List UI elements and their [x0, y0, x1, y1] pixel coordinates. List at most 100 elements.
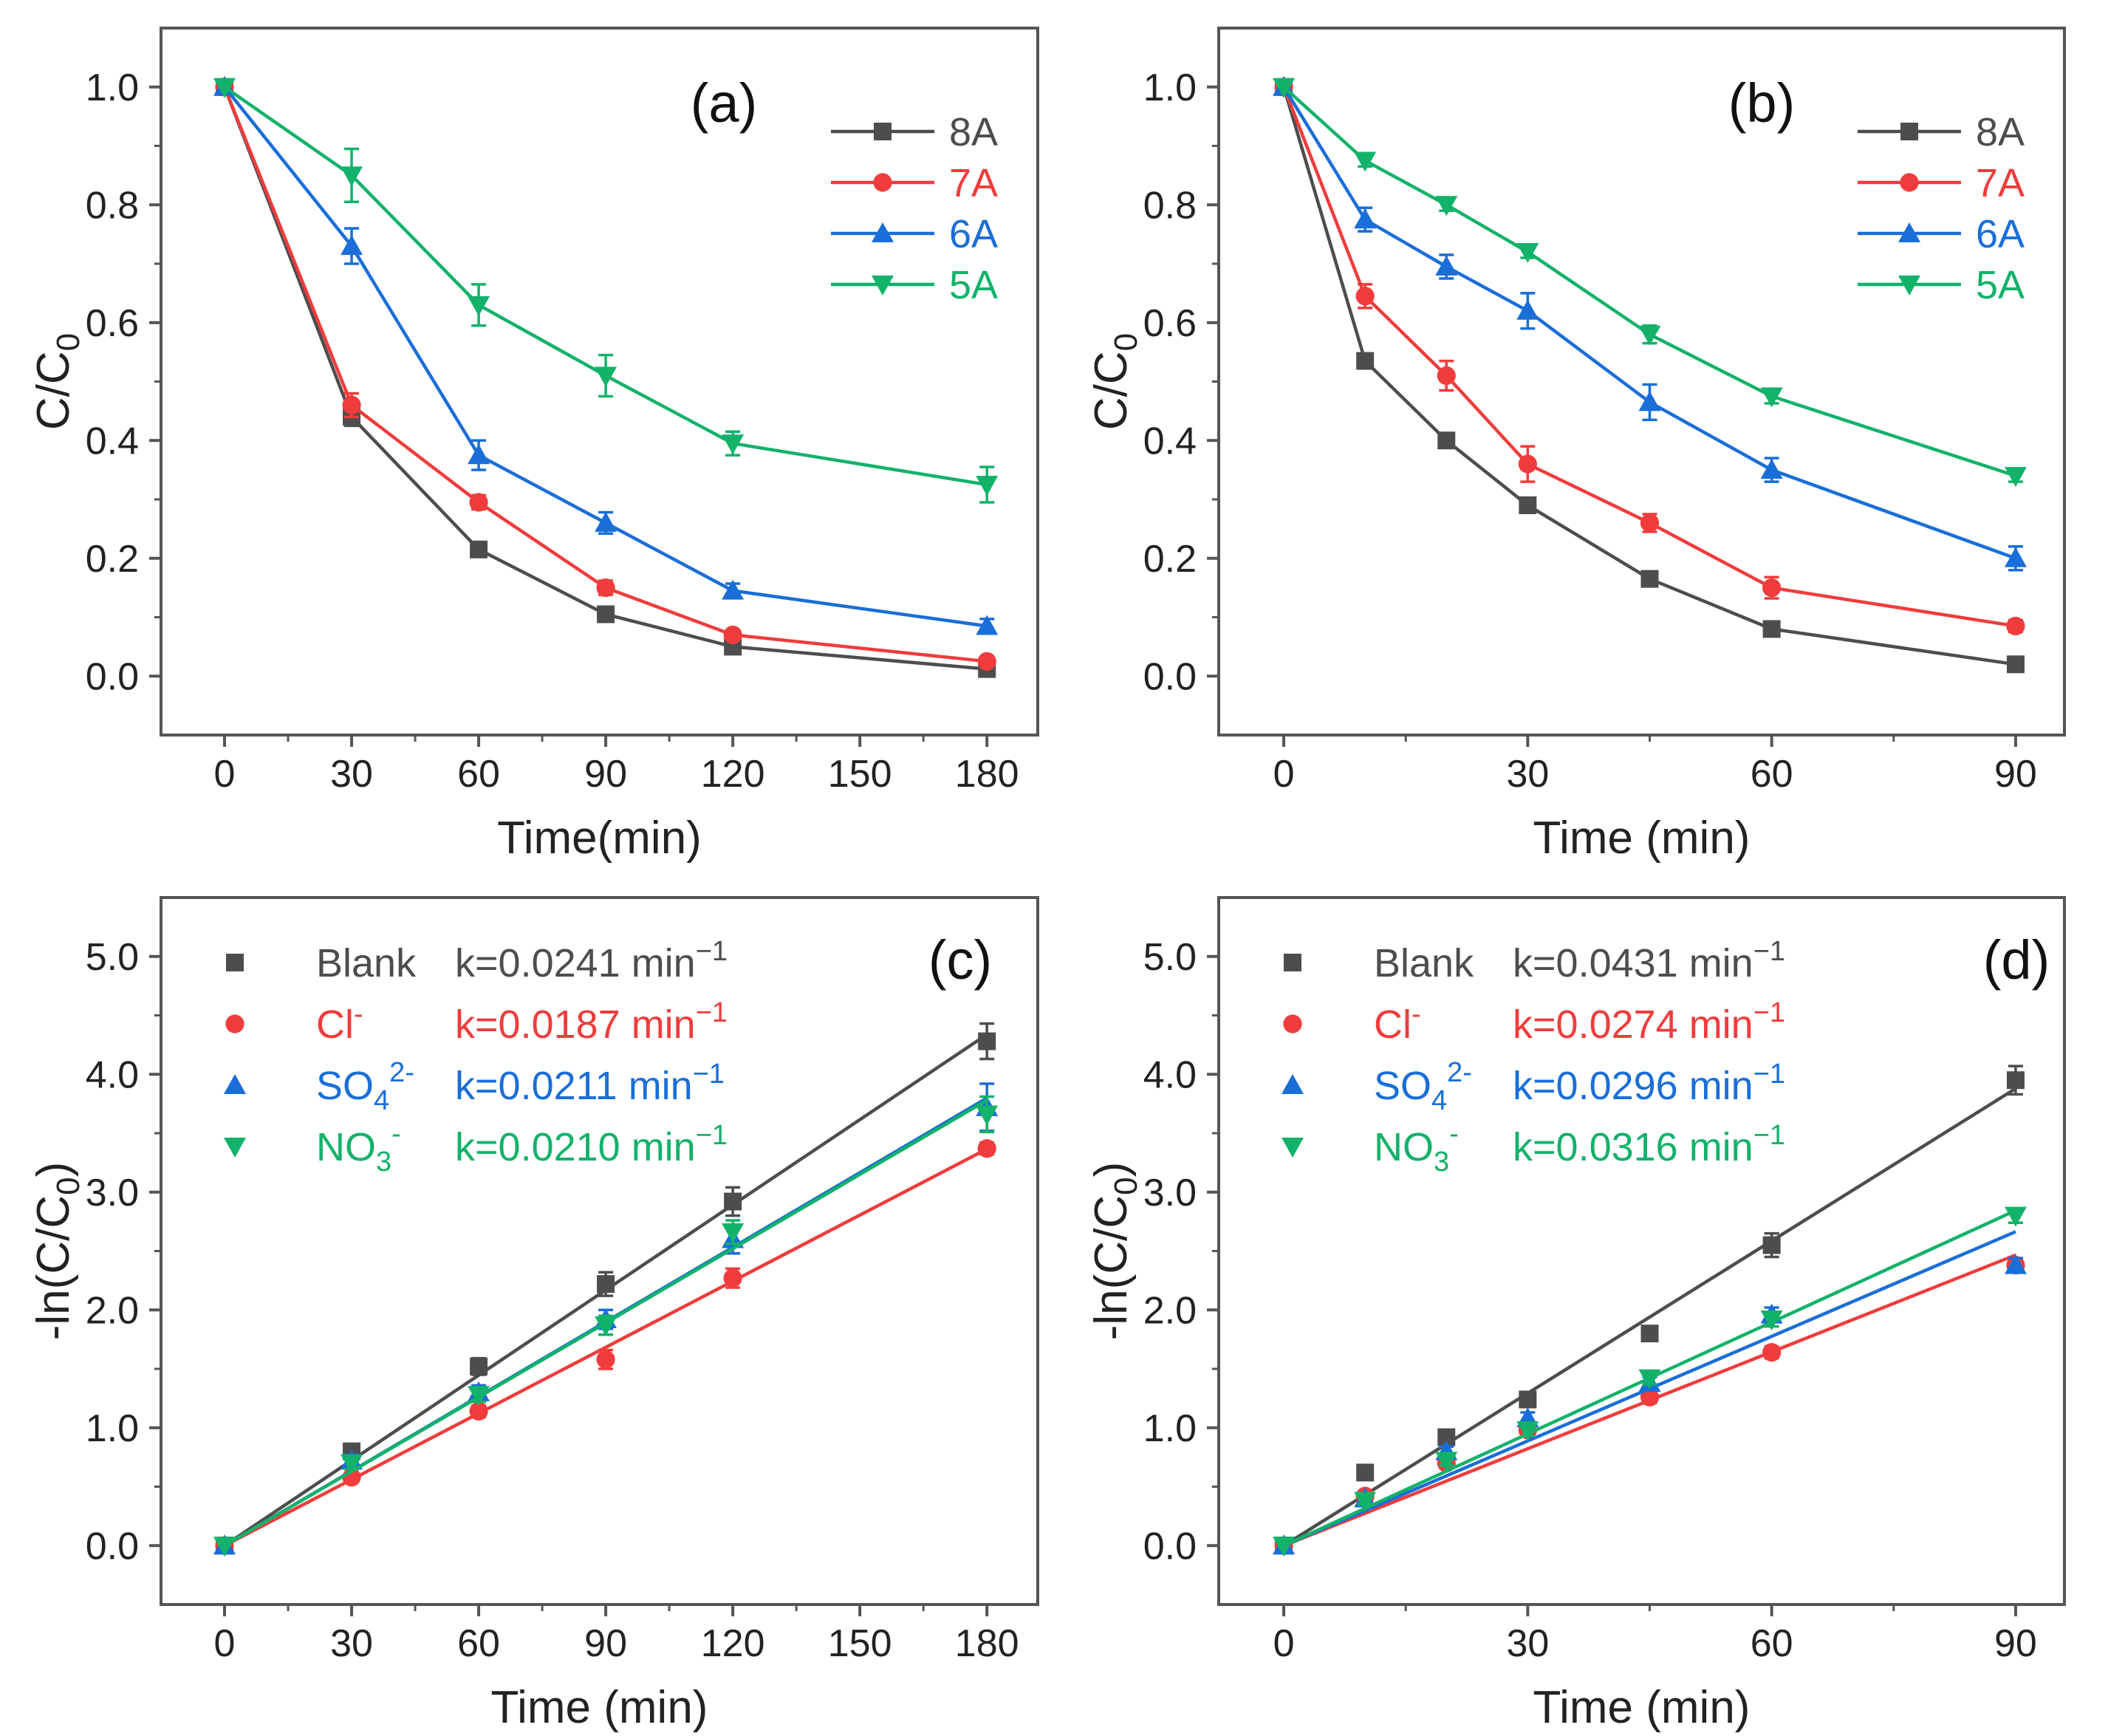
x-tick-label: 60: [1751, 1622, 1793, 1665]
x-tick-label: 150: [828, 753, 892, 796]
y-tick-label: 4.0: [1143, 1053, 1197, 1096]
legend-k-value: k=0.0241 min−1: [455, 936, 728, 985]
x-tick-label: 150: [828, 1622, 892, 1665]
legend-marker: [224, 1138, 246, 1158]
legend-label: Cl-: [1374, 999, 1421, 1047]
legend-marker: [1281, 1074, 1304, 1094]
legend-label: 8A: [1976, 110, 2025, 154]
data-point: [2006, 1071, 2025, 1090]
data-point: [595, 1316, 617, 1336]
legend-k-value: k=0.0431 min−1: [1513, 936, 1785, 985]
data-point: [1760, 387, 1783, 408]
y-tick-label: 0.4: [1143, 420, 1197, 462]
data-point: [342, 395, 361, 415]
y-tick-label: 2.0: [86, 1289, 139, 1332]
series-NO: NO3- k=0.0316 min−1: [1273, 1118, 2027, 1557]
y-axis-label: C/C0: [1086, 333, 1144, 430]
data-point: [722, 434, 745, 455]
data-point: [1760, 1310, 1783, 1331]
y-tick-label: 2.0: [1143, 1289, 1197, 1332]
y-tick-label: 3.0: [1143, 1172, 1197, 1214]
data-point: [341, 1454, 363, 1474]
x-tick-label: 90: [584, 753, 627, 796]
legend-k-value: k=0.0316 min−1: [1513, 1120, 1785, 1169]
legend-label: 6A: [949, 212, 998, 256]
y-tick-label: 0.8: [1143, 184, 1197, 227]
x-tick-label: 0: [214, 753, 236, 796]
legend-marker: [224, 1074, 246, 1094]
x-tick-label: 90: [1994, 753, 2037, 796]
legend-label: 8A: [949, 110, 998, 154]
x-tick-label: 120: [701, 753, 765, 796]
chart-panel-b: 0 30 60 90 0.0 0.2 0.4 0.6 0.8 1.0 Time (min) C/C0 (…: [1086, 27, 2066, 864]
series-line: [222, 86, 988, 663]
data-point: [1354, 151, 1377, 172]
data-point: [978, 1032, 996, 1050]
y-tick-label: 0.0: [1143, 1525, 1197, 1568]
legend-k-value: k=0.0274 min−1: [1513, 997, 1785, 1047]
data-point: [2004, 467, 2027, 488]
series-8A: 8A: [1275, 78, 2025, 674]
data-point: [1435, 255, 1458, 276]
legend-label: NO3-: [1374, 1118, 1459, 1178]
data-point: [1516, 1421, 1539, 1441]
y-tick-label: 0.0: [86, 655, 139, 698]
y-axis-label: -ln(C/C0): [1086, 1162, 1144, 1340]
legend-marker: [1898, 222, 1920, 242]
panel-label: (c): [928, 929, 992, 991]
legend-marker: [1281, 1138, 1304, 1158]
data-point: [1516, 299, 1539, 320]
data-point: [1760, 459, 1783, 479]
data-point: [1762, 578, 1782, 598]
data-point: [1356, 352, 1375, 370]
y-tick-label: 5.0: [86, 936, 139, 979]
data-point: [1437, 366, 1456, 386]
x-tick-label: 120: [701, 1622, 765, 1665]
y-tick-label: 0.0: [86, 1525, 139, 1568]
data-point: [596, 1350, 615, 1369]
x-tick-label: 30: [330, 753, 373, 796]
x-tick-label: 180: [955, 1622, 1019, 1665]
data-point: [1640, 1325, 1659, 1343]
data-point: [976, 476, 999, 496]
legend-marker: [1900, 123, 1918, 140]
series-Cl: Cl-k=0.0274 min−1: [1274, 997, 2025, 1555]
legend-label: 7A: [1976, 161, 2025, 205]
legend-label: SO42-: [316, 1057, 414, 1116]
series-Blank: Blank k=0.0241 min−1: [216, 936, 996, 1555]
x-tick-label: 30: [330, 1622, 373, 1665]
legend-label: NO3-: [316, 1118, 401, 1178]
data-point: [2006, 616, 2025, 636]
data-point: [1638, 391, 1661, 411]
legend-k-value: k=0.0211 min−1: [455, 1059, 725, 1108]
x-tick-label: 30: [1506, 753, 1549, 796]
data-point: [1640, 1387, 1660, 1407]
data-point: [1356, 1463, 1375, 1482]
data-point: [1354, 1491, 1377, 1512]
legend-label: 5A: [1976, 263, 2025, 307]
data-point: [596, 578, 615, 598]
y-tick-label: 4.0: [86, 1053, 139, 1096]
data-point: [213, 1537, 236, 1557]
legend-marker: [872, 222, 894, 242]
data-point: [1640, 513, 1660, 533]
x-tick-label: 30: [1506, 1622, 1549, 1665]
y-tick-label: 1.0: [1143, 66, 1197, 109]
x-axis-label: Time (min): [491, 1682, 708, 1733]
chart-panel-a: 0 30 60 90 120 150 180 0.0 0.2 0.4 0.6 0.8 1.0 Time(m…: [28, 27, 1039, 864]
x-tick-label: 90: [584, 1622, 627, 1665]
legend-marker: [872, 276, 894, 295]
legend-k-value: k=0.0296 min−1: [1513, 1059, 1785, 1108]
x-tick-label: 90: [1994, 1622, 2037, 1665]
data-point: [469, 493, 488, 512]
x-axis-label: Time (min): [1533, 1682, 1751, 1733]
y-tick-label: 1.0: [86, 1407, 139, 1450]
legend-label: 6A: [1976, 212, 2025, 256]
data-point: [977, 1139, 996, 1158]
y-tick-label: 0.6: [1143, 302, 1197, 345]
legend-marker: [1900, 173, 1919, 192]
series-line: [223, 86, 988, 628]
legend-marker: [873, 173, 892, 192]
series-line: [222, 86, 988, 671]
data-point: [723, 1268, 742, 1288]
